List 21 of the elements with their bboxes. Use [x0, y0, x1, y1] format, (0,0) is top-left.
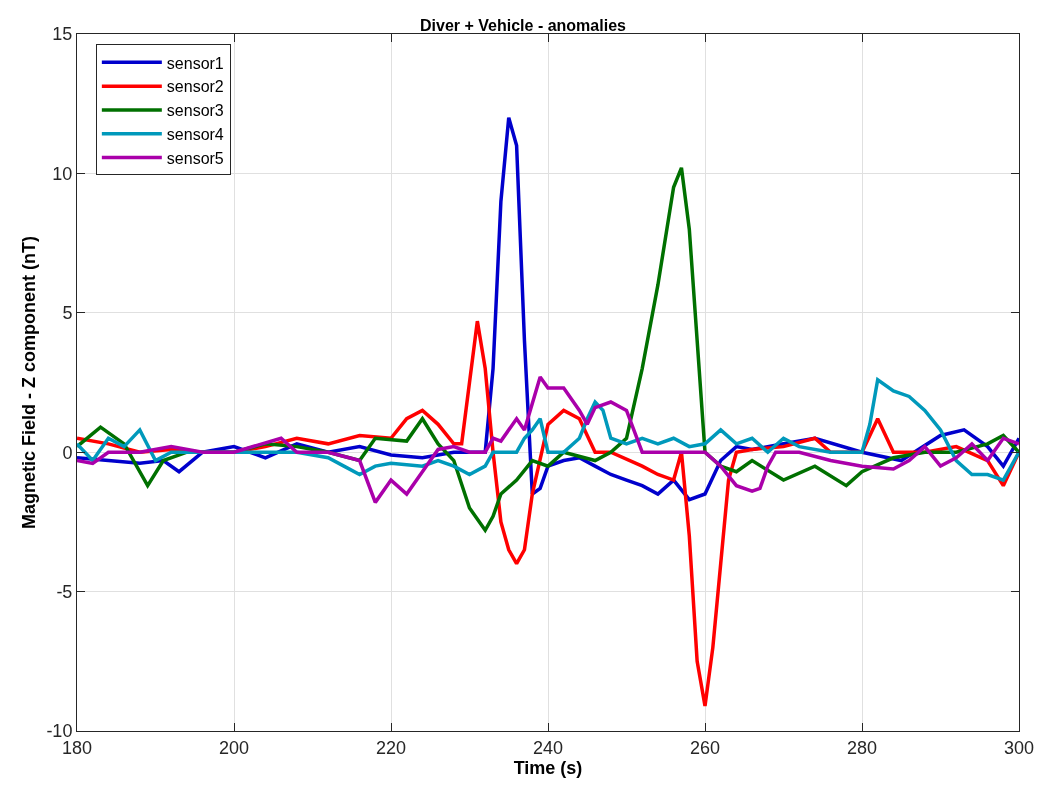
y-tick-label: 10	[52, 163, 73, 184]
x-tick-label: 280	[846, 737, 878, 758]
x-axis-title: Time (s)	[513, 757, 583, 778]
legend-label: sensor5	[166, 149, 224, 167]
y-tick-label: -5	[56, 581, 73, 602]
legend-label: sensor2	[166, 78, 224, 96]
line-series	[77, 375, 1019, 505]
legend-label: sensor3	[166, 102, 224, 120]
x-tick-label: 240	[532, 737, 564, 758]
chart-title: Diver + Vehicle - anomalies	[420, 16, 627, 34]
y-tick-label: 0	[62, 442, 73, 463]
x-tick-label: 200	[218, 737, 250, 758]
line-series	[77, 377, 1019, 482]
y-tick-label: 15	[52, 24, 73, 45]
y-axis-title: Magnetic Field - Z component (nT)	[18, 236, 39, 529]
x-tick-label: 260	[689, 737, 721, 758]
legend-label: sensor4	[166, 126, 224, 143]
x-tick-label: 220	[375, 737, 407, 758]
x-tick-label: 300	[1003, 737, 1035, 758]
y-tick-label: 5	[62, 303, 73, 324]
legend-label: sensor1	[166, 54, 224, 72]
